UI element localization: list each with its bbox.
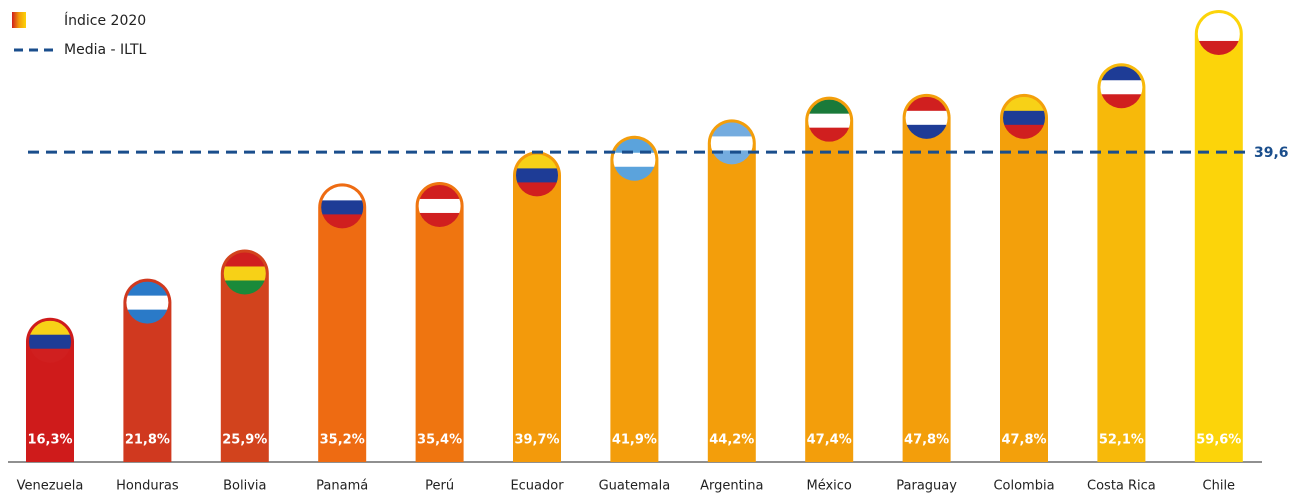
value-label: 21,8% [125,433,170,448]
flag [808,99,851,142]
value-label: 52,1% [1099,433,1144,448]
flag-stripe [29,320,71,336]
flag-stripe [905,96,948,112]
flag-stripe [710,122,753,137]
value-label: 47,4% [807,433,852,448]
bar [123,278,172,462]
bar [1097,63,1146,463]
bar [318,183,367,462]
flag-stripe [1003,110,1045,126]
x-tick-label: Colombia [993,479,1054,494]
flag-stripe [418,212,461,227]
value-label: 16,3% [27,433,72,448]
value-label: 35,2% [320,433,365,448]
x-tick-label: Honduras [116,479,179,494]
flag [223,252,266,295]
legend-label: Índice 2020 [64,12,146,29]
flag [905,96,948,139]
legend-label: Media - ILTL [64,42,147,58]
bar [1194,9,1243,462]
flag [1197,12,1240,55]
x-tick-label: Venezuela [17,479,84,494]
flag-stripe [223,280,266,295]
x-tick-label: Ecuador [510,479,564,494]
value-label: 44,2% [709,433,754,448]
flag-stripe [710,150,753,165]
x-tick-label: Argentina [700,479,763,494]
flag-stripe [1197,26,1240,42]
flag-stripe [126,295,169,311]
flag-stripe [516,154,558,169]
flag-stripe [905,110,948,126]
value-label: 41,9% [612,433,657,448]
flag-stripe [1100,94,1143,109]
bar [707,119,756,462]
flag-stripe [126,309,169,324]
flag-stripe [223,252,266,267]
x-tick-label: Paraguay [896,479,957,494]
x-tick-label: Panamá [316,479,368,494]
value-label: 39,7% [514,433,559,448]
flag-stripe [808,127,851,142]
flag-stripe [808,99,851,115]
reference-label: 39,6 [1254,145,1289,161]
flag-stripe [1100,80,1143,95]
flag-stripe [613,138,656,154]
flag-stripe [613,166,656,181]
bar [220,249,269,462]
x-tick-label: México [806,479,851,494]
flag [321,186,364,229]
flag-stripe [29,348,71,363]
flag-stripe [1197,12,1240,28]
value-label: 35,4% [417,433,462,448]
flag-stripe [516,182,558,197]
flag-stripe [1003,124,1045,139]
bar [805,96,854,462]
flag-stripe [321,186,364,201]
x-tick-label: Chile [1203,479,1236,494]
x-tick-label: Costa Rica [1087,479,1156,494]
value-label: 47,8% [904,433,949,448]
flag-stripe [808,113,851,129]
flag [29,320,71,363]
flag-stripe [418,184,461,200]
flag-stripe [613,152,656,168]
bar [902,93,951,463]
flag [126,281,169,324]
flag-stripe [223,266,266,281]
flag-stripe [126,281,169,297]
value-label: 47,8% [1001,433,1046,448]
bar [610,135,659,462]
x-tick-label: Guatemala [599,479,671,494]
x-tick-label: Perú [425,479,454,494]
flag-stripe [321,214,364,229]
flag [1100,66,1143,109]
flag [1003,96,1045,139]
flag-stripe [905,124,948,139]
x-tick-label: Bolivia [223,479,266,494]
flag-stripe [1197,40,1240,55]
legend-swatch [12,12,26,28]
bar [513,151,561,462]
flag [613,138,656,181]
flag [710,122,753,165]
flag-stripe [321,200,364,215]
flag-stripe [1100,66,1143,81]
flag [418,184,461,227]
flag-stripe [516,168,558,183]
flag-stripe [29,334,71,350]
flag [516,154,558,197]
flag-stripe [418,198,461,214]
bar [415,181,464,462]
value-label: 25,9% [222,433,267,448]
flag-stripe [710,136,753,151]
flag-stripe [1003,96,1045,112]
bar [1000,93,1048,463]
value-label: 59,6% [1196,433,1241,448]
